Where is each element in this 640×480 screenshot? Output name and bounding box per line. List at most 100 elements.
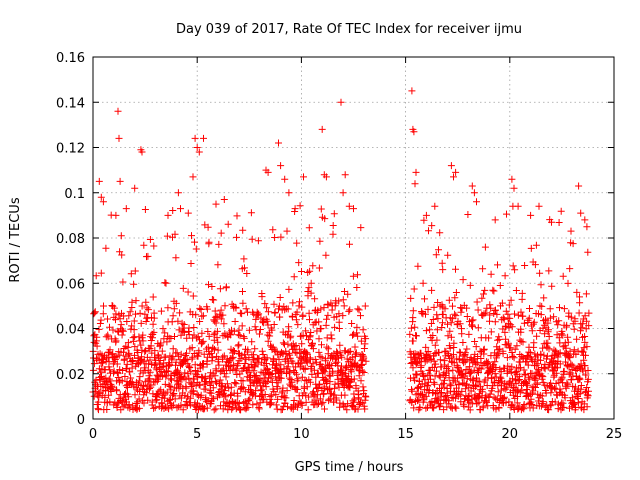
data-point: [119, 327, 127, 335]
data-point: [278, 406, 286, 413]
data-point: [435, 246, 442, 254]
data-point: [532, 241, 540, 249]
data-point: [446, 344, 454, 352]
data-point: [539, 344, 547, 352]
data-point: [130, 326, 138, 334]
data-point: [203, 360, 211, 368]
data-point: [140, 399, 148, 407]
data-point: [487, 304, 495, 312]
data-point: [285, 189, 293, 197]
data-point: [509, 262, 517, 270]
data-point: [409, 307, 417, 315]
data-point: [510, 184, 518, 192]
data-point: [463, 345, 471, 353]
y-tick-label: 0.12: [56, 142, 85, 157]
data-point: [579, 320, 587, 328]
data-point: [112, 337, 120, 345]
data-point: [310, 366, 318, 374]
data-point: [357, 312, 364, 320]
data-point: [503, 210, 510, 218]
data-point: [413, 371, 421, 379]
data-point: [336, 341, 344, 349]
data-point: [564, 279, 572, 287]
data-point: [540, 294, 548, 302]
data-point: [138, 302, 146, 310]
data-point: [162, 279, 170, 287]
data-point: [493, 310, 501, 318]
data-point: [513, 399, 521, 407]
data-point: [159, 372, 167, 380]
data-point: [224, 406, 232, 414]
y-axis-label: ROTI / TECUs: [8, 197, 23, 282]
data-point: [274, 395, 282, 403]
data-point: [154, 375, 162, 383]
data-point: [514, 377, 522, 385]
data-point: [148, 398, 156, 406]
data-point: [453, 321, 461, 329]
data-point: [184, 209, 192, 217]
data-point: [428, 222, 436, 230]
data-point: [209, 384, 217, 392]
data-point: [146, 385, 153, 392]
data-point: [215, 240, 223, 248]
data-point: [243, 270, 251, 277]
data-point: [270, 300, 278, 308]
data-point: [484, 358, 492, 366]
data-point: [294, 403, 302, 411]
data-point: [344, 400, 352, 408]
data-point: [541, 365, 549, 373]
data-point: [502, 307, 510, 315]
data-point: [172, 358, 180, 366]
data-point: [97, 368, 105, 376]
data-point: [113, 360, 121, 368]
data-point: [478, 294, 486, 302]
data-point: [263, 317, 271, 325]
data-point: [362, 393, 370, 401]
data-point: [119, 278, 127, 286]
data-point: [179, 284, 187, 292]
data-point: [422, 392, 430, 400]
data-point: [479, 265, 487, 273]
data-point: [453, 363, 461, 371]
data-point: [469, 375, 477, 383]
data-point: [317, 325, 325, 332]
data-point: [495, 335, 503, 343]
data-point: [502, 385, 510, 393]
data-point: [533, 380, 541, 388]
data-point: [573, 335, 581, 343]
data-point: [336, 399, 344, 407]
data-point: [445, 296, 453, 304]
data-point: [113, 387, 121, 395]
data-point: [118, 251, 126, 259]
data-point: [95, 325, 103, 333]
data-point: [324, 345, 332, 353]
data-point: [473, 367, 481, 375]
data-point: [527, 395, 535, 403]
data-point: [550, 313, 558, 321]
data-point: [519, 338, 527, 346]
data-point: [102, 244, 110, 252]
data-point: [298, 401, 306, 409]
data-point: [188, 380, 196, 388]
data-point: [359, 326, 367, 334]
data-point: [264, 321, 272, 329]
data-point: [449, 366, 457, 374]
data-point: [240, 334, 248, 342]
data-point: [129, 357, 137, 365]
data-point: [469, 316, 477, 324]
data-point: [408, 386, 415, 394]
data-point: [286, 354, 294, 362]
data-point: [563, 321, 571, 329]
data-point: [255, 405, 263, 413]
data-point: [283, 387, 291, 395]
data-point: [514, 405, 522, 413]
data-point: [217, 315, 225, 323]
data-point: [142, 318, 150, 325]
data-point: [214, 346, 222, 354]
data-point: [274, 379, 282, 387]
data-point: [99, 359, 107, 367]
data-point: [174, 317, 182, 325]
data-point: [210, 395, 217, 403]
data-point: [194, 352, 202, 360]
data-point: [324, 311, 332, 319]
